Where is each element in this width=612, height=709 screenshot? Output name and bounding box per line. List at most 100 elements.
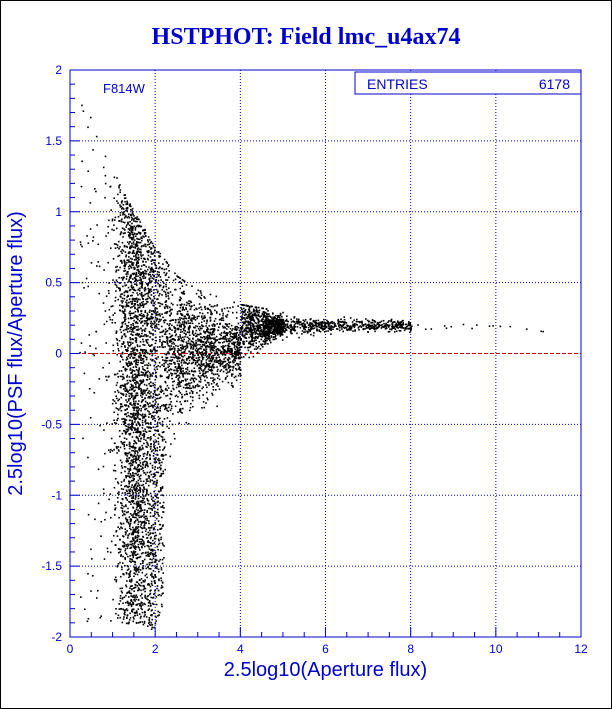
- data-point: [190, 340, 193, 342]
- data-point: [219, 313, 221, 316]
- data-point: [150, 609, 153, 612]
- data-point: [132, 472, 134, 474]
- data-point: [137, 238, 140, 240]
- data-point: [172, 303, 174, 306]
- data-point: [146, 341, 148, 343]
- data-point: [165, 288, 168, 291]
- data-point: [132, 550, 135, 552]
- data-point: [244, 353, 247, 356]
- data-point: [332, 328, 334, 330]
- data-point: [125, 544, 127, 546]
- data-point: [118, 254, 121, 257]
- data-point: [198, 329, 201, 332]
- data-point: [157, 594, 160, 597]
- data-point: [149, 439, 152, 441]
- data-point: [141, 317, 143, 320]
- data-point: [312, 334, 315, 337]
- data-point: [88, 334, 91, 336]
- data-point: [116, 564, 119, 567]
- data-point: [218, 318, 221, 321]
- data-point: [445, 327, 448, 329]
- data-point: [169, 359, 172, 362]
- data-point: [166, 394, 169, 397]
- data-point: [119, 328, 122, 331]
- data-point: [190, 306, 192, 308]
- data-point: [225, 377, 227, 379]
- data-point: [237, 334, 240, 337]
- data-point: [183, 332, 186, 334]
- data-point: [216, 377, 219, 379]
- data-point: [127, 286, 130, 289]
- data-point: [283, 323, 285, 326]
- data-point: [252, 324, 254, 326]
- data-point: [138, 613, 141, 615]
- data-point: [125, 419, 128, 421]
- data-point: [179, 280, 181, 283]
- data-point: [144, 333, 146, 336]
- data-point: [170, 443, 172, 445]
- data-point: [90, 262, 93, 264]
- data-point: [161, 473, 163, 475]
- data-point: [127, 343, 129, 345]
- data-point: [132, 286, 135, 288]
- data-point: [133, 415, 136, 417]
- data-point: [145, 422, 147, 425]
- data-point: [205, 345, 207, 347]
- data-point: [357, 320, 359, 323]
- data-point: [147, 625, 149, 627]
- data-point: [158, 256, 161, 258]
- data-point: [240, 319, 242, 321]
- data-point: [239, 349, 241, 351]
- data-point: [146, 351, 148, 354]
- data-point: [139, 604, 141, 607]
- data-point: [141, 434, 144, 436]
- data-point: [240, 352, 243, 354]
- data-point: [136, 454, 139, 456]
- data-point: [129, 245, 132, 248]
- data-point: [137, 536, 139, 539]
- data-point: [248, 306, 251, 309]
- data-point: [137, 589, 139, 592]
- data-point: [135, 245, 137, 247]
- data-point: [196, 325, 199, 328]
- data-point: [124, 290, 127, 292]
- data-point: [368, 325, 370, 327]
- data-point: [135, 382, 137, 384]
- data-point: [120, 590, 123, 593]
- data-point: [189, 395, 192, 398]
- data-point: [240, 311, 243, 313]
- data-point: [189, 356, 191, 358]
- data-point: [119, 407, 121, 410]
- data-point: [172, 319, 174, 321]
- data-point: [148, 562, 151, 564]
- data-point: [126, 275, 128, 278]
- data-point: [214, 328, 216, 331]
- data-point: [161, 404, 163, 407]
- data-point: [142, 490, 145, 493]
- data-point: [215, 360, 218, 362]
- data-point: [134, 377, 137, 379]
- data-point: [198, 356, 201, 359]
- data-point: [271, 317, 273, 320]
- data-point: [126, 303, 128, 305]
- data-point: [246, 305, 249, 307]
- data-point: [230, 353, 233, 356]
- data-point: [161, 438, 164, 441]
- data-point: [180, 317, 183, 320]
- data-point: [142, 304, 145, 307]
- data-point: [136, 428, 139, 431]
- data-point: [124, 345, 126, 347]
- data-point: [217, 329, 219, 332]
- data-point: [264, 312, 266, 314]
- data-point: [261, 312, 264, 315]
- data-point: [157, 387, 160, 389]
- data-point: [150, 269, 152, 272]
- data-point: [100, 520, 103, 523]
- data-point: [144, 579, 146, 581]
- data-point: [202, 325, 205, 328]
- data-point: [135, 400, 137, 403]
- data-point: [225, 364, 227, 366]
- data-point: [138, 306, 141, 309]
- data-point: [246, 320, 248, 323]
- data-point: [124, 492, 126, 494]
